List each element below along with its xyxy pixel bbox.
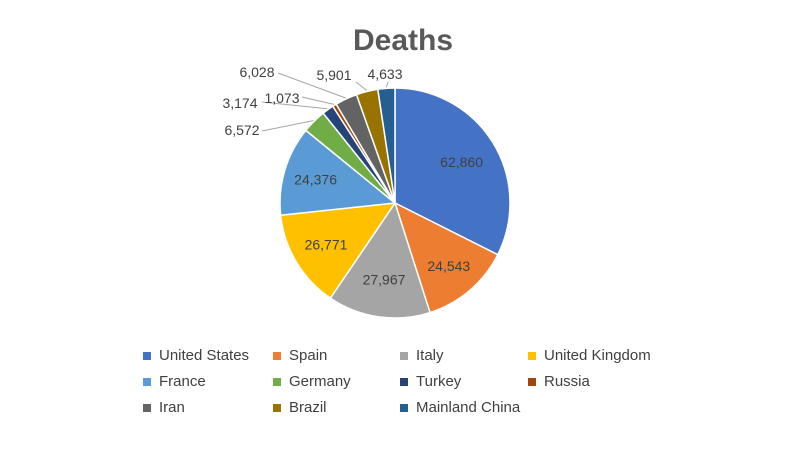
data-label: 62,860 [440, 154, 483, 170]
legend-label: France [159, 373, 206, 390]
leader-line [385, 81, 389, 88]
pie-slice-france [279, 129, 397, 217]
data-label: 26,771 [305, 236, 348, 252]
legend-label: United States [159, 347, 250, 364]
legend-item-united-kingdom: United Kingdom [528, 347, 651, 364]
legend-label: Iran [159, 399, 185, 416]
legend-swatch [143, 403, 151, 412]
legend-swatch [273, 403, 281, 412]
legend-label: Mainland China [416, 399, 521, 416]
legend-swatch [273, 351, 281, 360]
pie-slice-mainland-china [376, 87, 396, 204]
data-label: 27,967 [363, 271, 406, 287]
data-label: 24,376 [294, 171, 337, 187]
legend-swatch [400, 351, 408, 360]
legend-item-mainland-china: Mainland China [400, 399, 520, 416]
legend-item-spain: Spain [273, 347, 327, 364]
legend-item-russia: Russia [528, 373, 590, 390]
data-label: 3,174 [222, 95, 257, 111]
legend-swatch [273, 377, 281, 386]
leader-line [277, 72, 346, 99]
legend-label: United Kingdom [544, 347, 651, 364]
legend-label: Germany [289, 373, 351, 390]
legend-swatch [143, 377, 151, 386]
data-label: 24,543 [427, 258, 470, 274]
legend-label: Turkey [416, 373, 462, 390]
data-label: 4,633 [367, 66, 402, 82]
legend-item-france: France [143, 373, 206, 390]
legend-label: Spain [289, 347, 328, 364]
data-label: 6,028 [239, 64, 274, 80]
pie-slice-united-kingdom [279, 202, 397, 300]
legend-swatch [528, 351, 536, 360]
legend-item-italy: Italy [400, 347, 444, 364]
legend-swatch [528, 377, 536, 386]
data-label: 1,073 [264, 90, 299, 106]
legend-swatch [143, 351, 151, 360]
data-label: 5,901 [316, 67, 351, 83]
leader-line [261, 101, 328, 110]
pie-slice-italy [329, 201, 431, 319]
leader-line [301, 96, 335, 105]
legend-item-iran: Iran [143, 399, 185, 416]
legend-swatch [400, 403, 408, 412]
leader-line [355, 81, 368, 91]
legend-item-germany: Germany [273, 373, 351, 390]
legend-label: Italy [416, 347, 444, 364]
legend-item-united-states: United States [143, 347, 249, 364]
pie-chart: 62,860 24,543 27,967 26,771 24,376 6,572 3,174… [222, 64, 511, 319]
pie-slice-united-states [394, 87, 511, 256]
legend-label: Russia [544, 373, 590, 390]
chart-title: Deaths [352, 24, 454, 57]
data-label: 6,572 [224, 122, 259, 138]
legend-swatch [400, 377, 408, 386]
legend-item-brazil: Brazil [273, 399, 327, 416]
legend-label: Brazil [289, 399, 327, 416]
pie-slice-spain [393, 201, 499, 314]
leader-line [261, 120, 314, 132]
legend-item-turkey: Turkey [400, 373, 461, 390]
